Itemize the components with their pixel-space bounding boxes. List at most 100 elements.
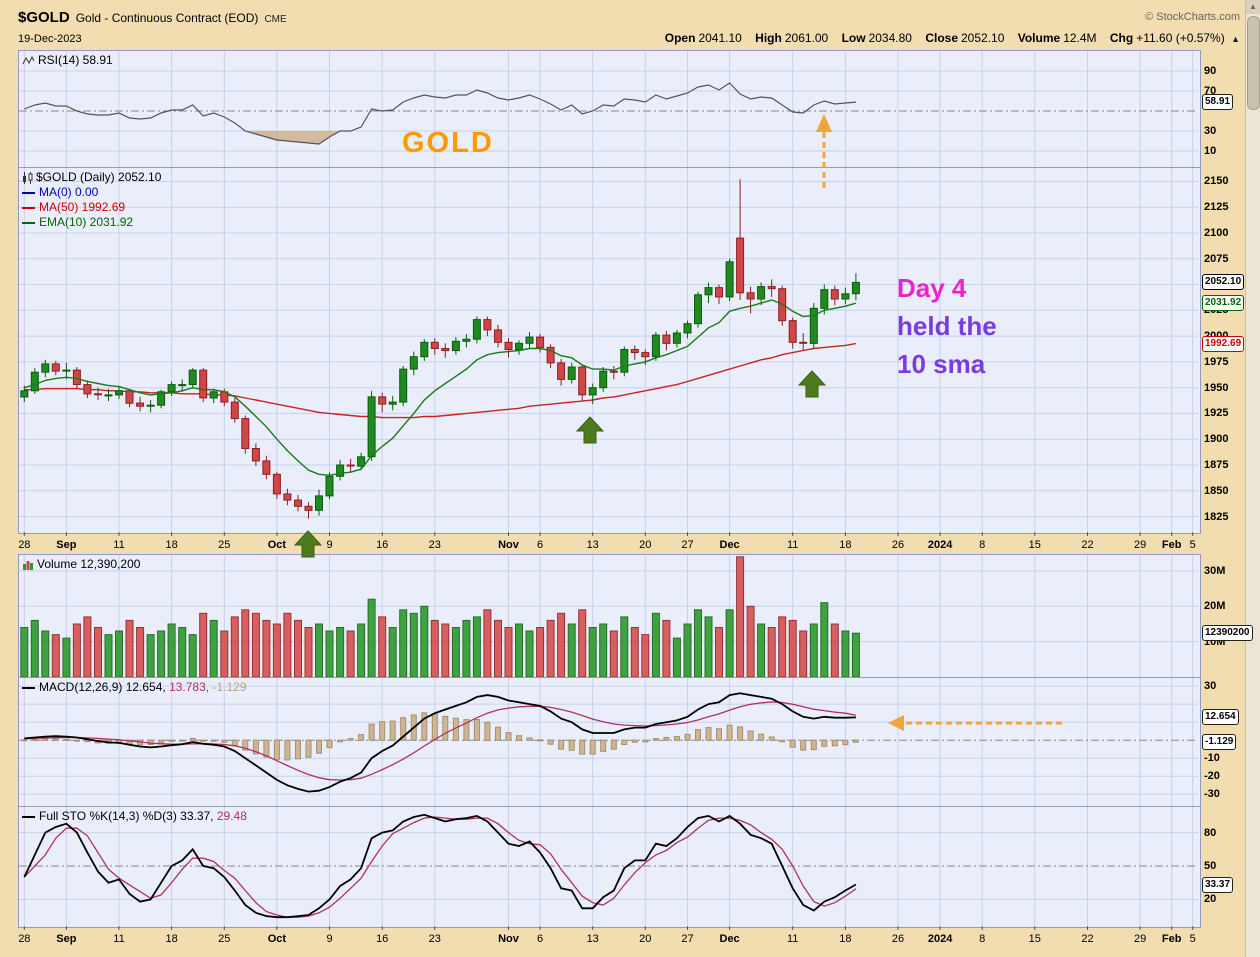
chart-panels: RSI(14) 58.91 90 70 30 10 58.91 $GOLD (Daily… xyxy=(18,50,1253,949)
open-value: 2041.10 xyxy=(698,31,742,45)
svg-text:Feb: Feb xyxy=(1162,933,1182,945)
gold-annotation: GOLD xyxy=(402,127,494,159)
svg-text:Dec: Dec xyxy=(720,933,740,945)
svg-text:23: 23 xyxy=(429,539,441,551)
volume-legend-label: Volume 12,390,200 xyxy=(37,557,141,571)
macd-panel: MACD(12,26,9) 12.654, 13.783, -1.129 30-… xyxy=(18,677,1250,809)
rsi-legend: RSI(14) 58.91 xyxy=(22,53,113,68)
svg-text:25: 25 xyxy=(218,933,230,945)
svg-text:23: 23 xyxy=(429,933,441,945)
ema10-line-icon xyxy=(22,221,35,224)
rsi-panel: RSI(14) 58.91 90 70 30 10 58.91 xyxy=(18,50,1250,170)
svg-text:11: 11 xyxy=(787,539,798,551)
macd-line-icon xyxy=(22,686,35,689)
svg-text:27: 27 xyxy=(681,933,693,945)
svg-text:9: 9 xyxy=(326,539,332,551)
svg-text:11: 11 xyxy=(113,933,124,945)
high-label: High xyxy=(755,31,782,45)
svg-text:18: 18 xyxy=(165,933,177,945)
macd-plot: MACD(12,26,9) 12.654, 13.783, -1.129 xyxy=(18,677,1201,809)
svg-text:28: 28 xyxy=(19,933,30,945)
volume-value: 12.4M xyxy=(1063,31,1097,45)
price-axis: 2150212521002075205020252000197519501925… xyxy=(1201,167,1250,532)
ma0-label: MA(0) 0.00 xyxy=(39,185,99,199)
svg-text:Oct: Oct xyxy=(268,539,287,551)
chart-date: 19-Dec-2023 xyxy=(18,33,82,45)
svg-text:13: 13 xyxy=(587,539,599,551)
svg-text:28: 28 xyxy=(19,539,30,551)
svg-text:18: 18 xyxy=(839,933,851,945)
symbol-description: Gold - Continuous Contract (EOD) xyxy=(75,11,259,25)
change-up-arrow-icon: ▲ xyxy=(1231,34,1240,44)
symbol: $GOLD xyxy=(18,9,70,26)
sto-panel: Full STO %K(14,3) %D(3) 33.37, 29.48 80 5… xyxy=(18,806,1250,928)
svg-text:20: 20 xyxy=(639,933,651,945)
svg-text:26: 26 xyxy=(892,539,904,551)
price-chart xyxy=(19,168,1198,531)
svg-text:27: 27 xyxy=(681,539,693,551)
macd-hist-value: -1.129 xyxy=(212,680,247,694)
low-value: 2034.80 xyxy=(868,31,912,45)
svg-text:11: 11 xyxy=(113,539,124,551)
sto-d-value: 29.48 xyxy=(216,809,247,823)
svg-text:Sep: Sep xyxy=(56,933,76,945)
x-axis-top: 28 Sep 11 18 25 Oct 9 16 23 Nov 6 13 20 27 Dec 11 18 26 20… xyxy=(18,532,1250,554)
exchange: CME xyxy=(264,14,287,25)
ten-sma-annotation: 10 sma xyxy=(897,349,986,379)
macd-signal-value: 13.783, xyxy=(169,680,210,694)
svg-text:8: 8 xyxy=(979,539,985,551)
rsi-plot: RSI(14) 58.91 xyxy=(18,50,1201,170)
price-main-label: $GOLD (Daily) 2052.10 xyxy=(36,170,162,184)
svg-text:13: 13 xyxy=(587,933,599,945)
sto-line-icon xyxy=(22,815,35,818)
chg-value: +11.60 (+0.57%) xyxy=(1136,31,1225,45)
svg-text:2024: 2024 xyxy=(928,539,953,551)
sto-label: Full STO %K(14,3) %D(3) 33.37, xyxy=(39,809,214,823)
x-axis-labels-bottom: 28 Sep 11 18 25 Oct 9 16 23 Nov 6 13 20 27 Dec 11 18 26 20… xyxy=(18,926,1196,945)
scrollbar[interactable]: ▲ xyxy=(1245,0,1260,957)
volume-label: Volume xyxy=(1017,31,1061,45)
svg-text:Nov: Nov xyxy=(498,933,520,945)
x-axis-labels-top: 28 Sep 11 18 25 Oct 9 16 23 Nov 6 13 20 27 Dec 11 18 26 20… xyxy=(18,532,1196,551)
scroll-up-button[interactable]: ▲ xyxy=(1246,0,1260,14)
ma50-label: MA(50) 1992.69 xyxy=(39,200,126,214)
scrollbar-thumb[interactable] xyxy=(1247,16,1260,110)
svg-text:8: 8 xyxy=(979,933,985,945)
svg-text:16: 16 xyxy=(376,539,388,551)
volume-axis: 30M 20M 10M 12390200 xyxy=(1201,554,1253,678)
candlestick-icon xyxy=(23,171,33,184)
volume-chart xyxy=(19,555,1198,677)
volume-plot: Volume 12,390,200 xyxy=(18,554,1201,680)
macd-axis: 30 -10 -20 -30 12.654 -1.129 xyxy=(1201,677,1250,807)
svg-text:9: 9 xyxy=(326,933,332,945)
day4-annotation: Day 4 xyxy=(897,273,967,303)
svg-text:26: 26 xyxy=(892,933,904,945)
volume-panel: Volume 12,390,200 30M 20M 10M 12390200 xyxy=(18,554,1253,680)
svg-text:Feb: Feb xyxy=(1162,539,1182,551)
ma0-line-icon xyxy=(22,191,35,194)
open-label: Open xyxy=(664,31,696,45)
svg-text:16: 16 xyxy=(376,933,388,945)
copyright: © StockCharts.com xyxy=(1145,11,1240,23)
svg-text:15: 15 xyxy=(1029,539,1041,551)
ema10-label: EMA(10) 2031.92 xyxy=(39,215,134,229)
svg-text:15: 15 xyxy=(1029,933,1041,945)
high-value: 2061.00 xyxy=(784,31,829,45)
sto-axis: 80 50 20 33.37 xyxy=(1201,806,1250,926)
rsi-indicator-icon xyxy=(22,55,35,65)
chart-header: $GOLD Gold - Continuous Contract (EOD) CME… xyxy=(18,9,1246,29)
svg-text:22: 22 xyxy=(1081,933,1093,945)
macd-label: MACD(12,26,9) 12.654, xyxy=(39,680,166,694)
volume-bars-icon xyxy=(23,561,33,570)
svg-text:Sep: Sep xyxy=(56,539,76,551)
price-plot: $GOLD (Daily) 2052.10 MA(0) 0.00 MA(50) … xyxy=(18,167,1201,534)
svg-text:5: 5 xyxy=(1190,539,1196,551)
x-axis-bottom: 28 Sep 11 18 25 Oct 9 16 23 Nov 6 13 20 27 Dec 11 18 26 20… xyxy=(18,926,1250,949)
svg-text:22: 22 xyxy=(1081,539,1093,551)
svg-text:6: 6 xyxy=(537,933,543,945)
svg-text:Dec: Dec xyxy=(720,539,740,551)
svg-text:2024: 2024 xyxy=(928,933,953,945)
svg-text:Oct: Oct xyxy=(268,933,287,945)
rsi-chart xyxy=(19,51,1198,167)
